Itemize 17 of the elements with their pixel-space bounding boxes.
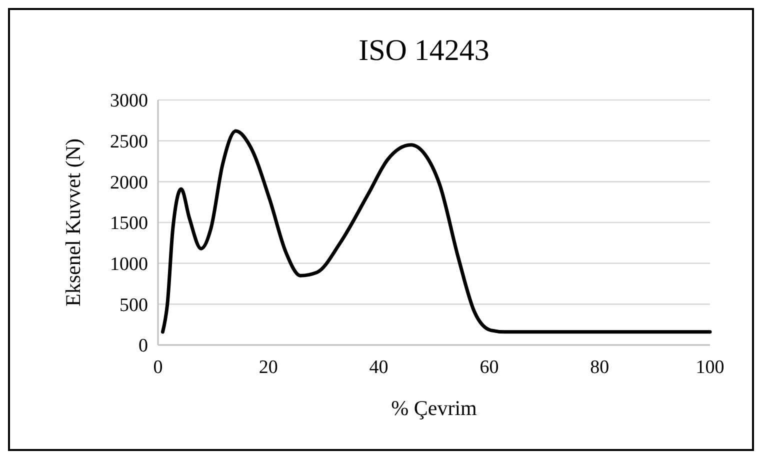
x-tick-label: 60 <box>480 357 499 378</box>
y-tick-label: 2500 <box>110 131 148 152</box>
x-tick-label: 80 <box>590 357 610 378</box>
y-tick-label: 1000 <box>110 254 148 275</box>
y-tick-label: 3000 <box>110 90 148 112</box>
line-series <box>160 129 712 334</box>
y-tick-label: 0 <box>138 336 148 357</box>
x-tick-label: 20 <box>258 357 278 378</box>
chart-title: ISO 14243 <box>358 34 490 67</box>
y-tick-label: 500 <box>120 294 148 316</box>
x-tick-label: 40 <box>369 357 388 378</box>
y-axis-title: Eksenel Kuvvet (N) <box>61 138 85 306</box>
x-axis-title: % Çevrim <box>391 396 477 420</box>
x-tick-label: 100 <box>696 357 724 378</box>
y-tick-label: 2000 <box>110 172 148 194</box>
y-tick-label: 1500 <box>110 213 148 234</box>
x-tick-label: 0 <box>153 357 163 378</box>
